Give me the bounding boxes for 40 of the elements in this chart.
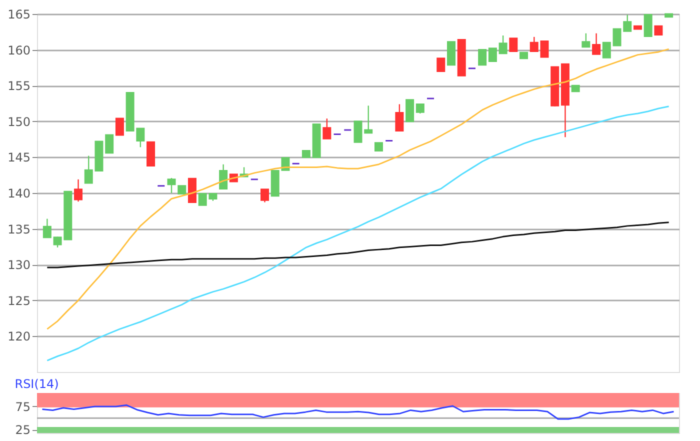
candlestick <box>406 99 414 122</box>
candlestick <box>446 41 456 66</box>
y-tick-label: 120 <box>8 330 30 344</box>
y-tick-label: 150 <box>8 114 30 129</box>
candlestick <box>260 188 270 203</box>
candlestick <box>436 58 446 72</box>
y-tick-label: 130 <box>8 258 30 272</box>
candlestick <box>498 34 508 54</box>
candlestick <box>509 38 518 52</box>
candlestick <box>105 134 114 154</box>
candlestick <box>167 177 176 194</box>
candlestick <box>322 118 332 140</box>
y-tick-label: 155 <box>8 79 30 94</box>
candlestick <box>416 103 424 114</box>
candlestick <box>395 104 404 132</box>
candlestick <box>488 48 497 62</box>
candlestick <box>219 164 228 190</box>
candlestick <box>74 178 83 202</box>
candlestick <box>188 178 196 204</box>
y-tick-label: 140 <box>8 186 30 200</box>
y-tick-label: 135 <box>8 222 30 236</box>
line-series <box>46 106 670 362</box>
candlestick <box>644 14 652 37</box>
candlestick <box>115 118 124 136</box>
y-tick-label: 75 <box>15 400 30 414</box>
candlestick <box>592 32 601 55</box>
candlestick <box>478 49 487 66</box>
candlestick <box>602 42 611 58</box>
y-tick-label: 125 <box>8 294 30 308</box>
line-series <box>42 404 674 420</box>
candlestick <box>582 32 590 48</box>
line-series <box>46 222 670 268</box>
y-tick-label: 25 <box>15 423 30 438</box>
y-tick-label: 145 <box>8 150 30 165</box>
line-series <box>46 48 670 330</box>
y-tick-label: 160 <box>8 43 30 58</box>
candlestick <box>146 141 156 167</box>
chart-title: RSI(14) <box>14 377 59 391</box>
y-tick-label: 165 <box>8 8 30 22</box>
candlestick <box>42 218 52 238</box>
